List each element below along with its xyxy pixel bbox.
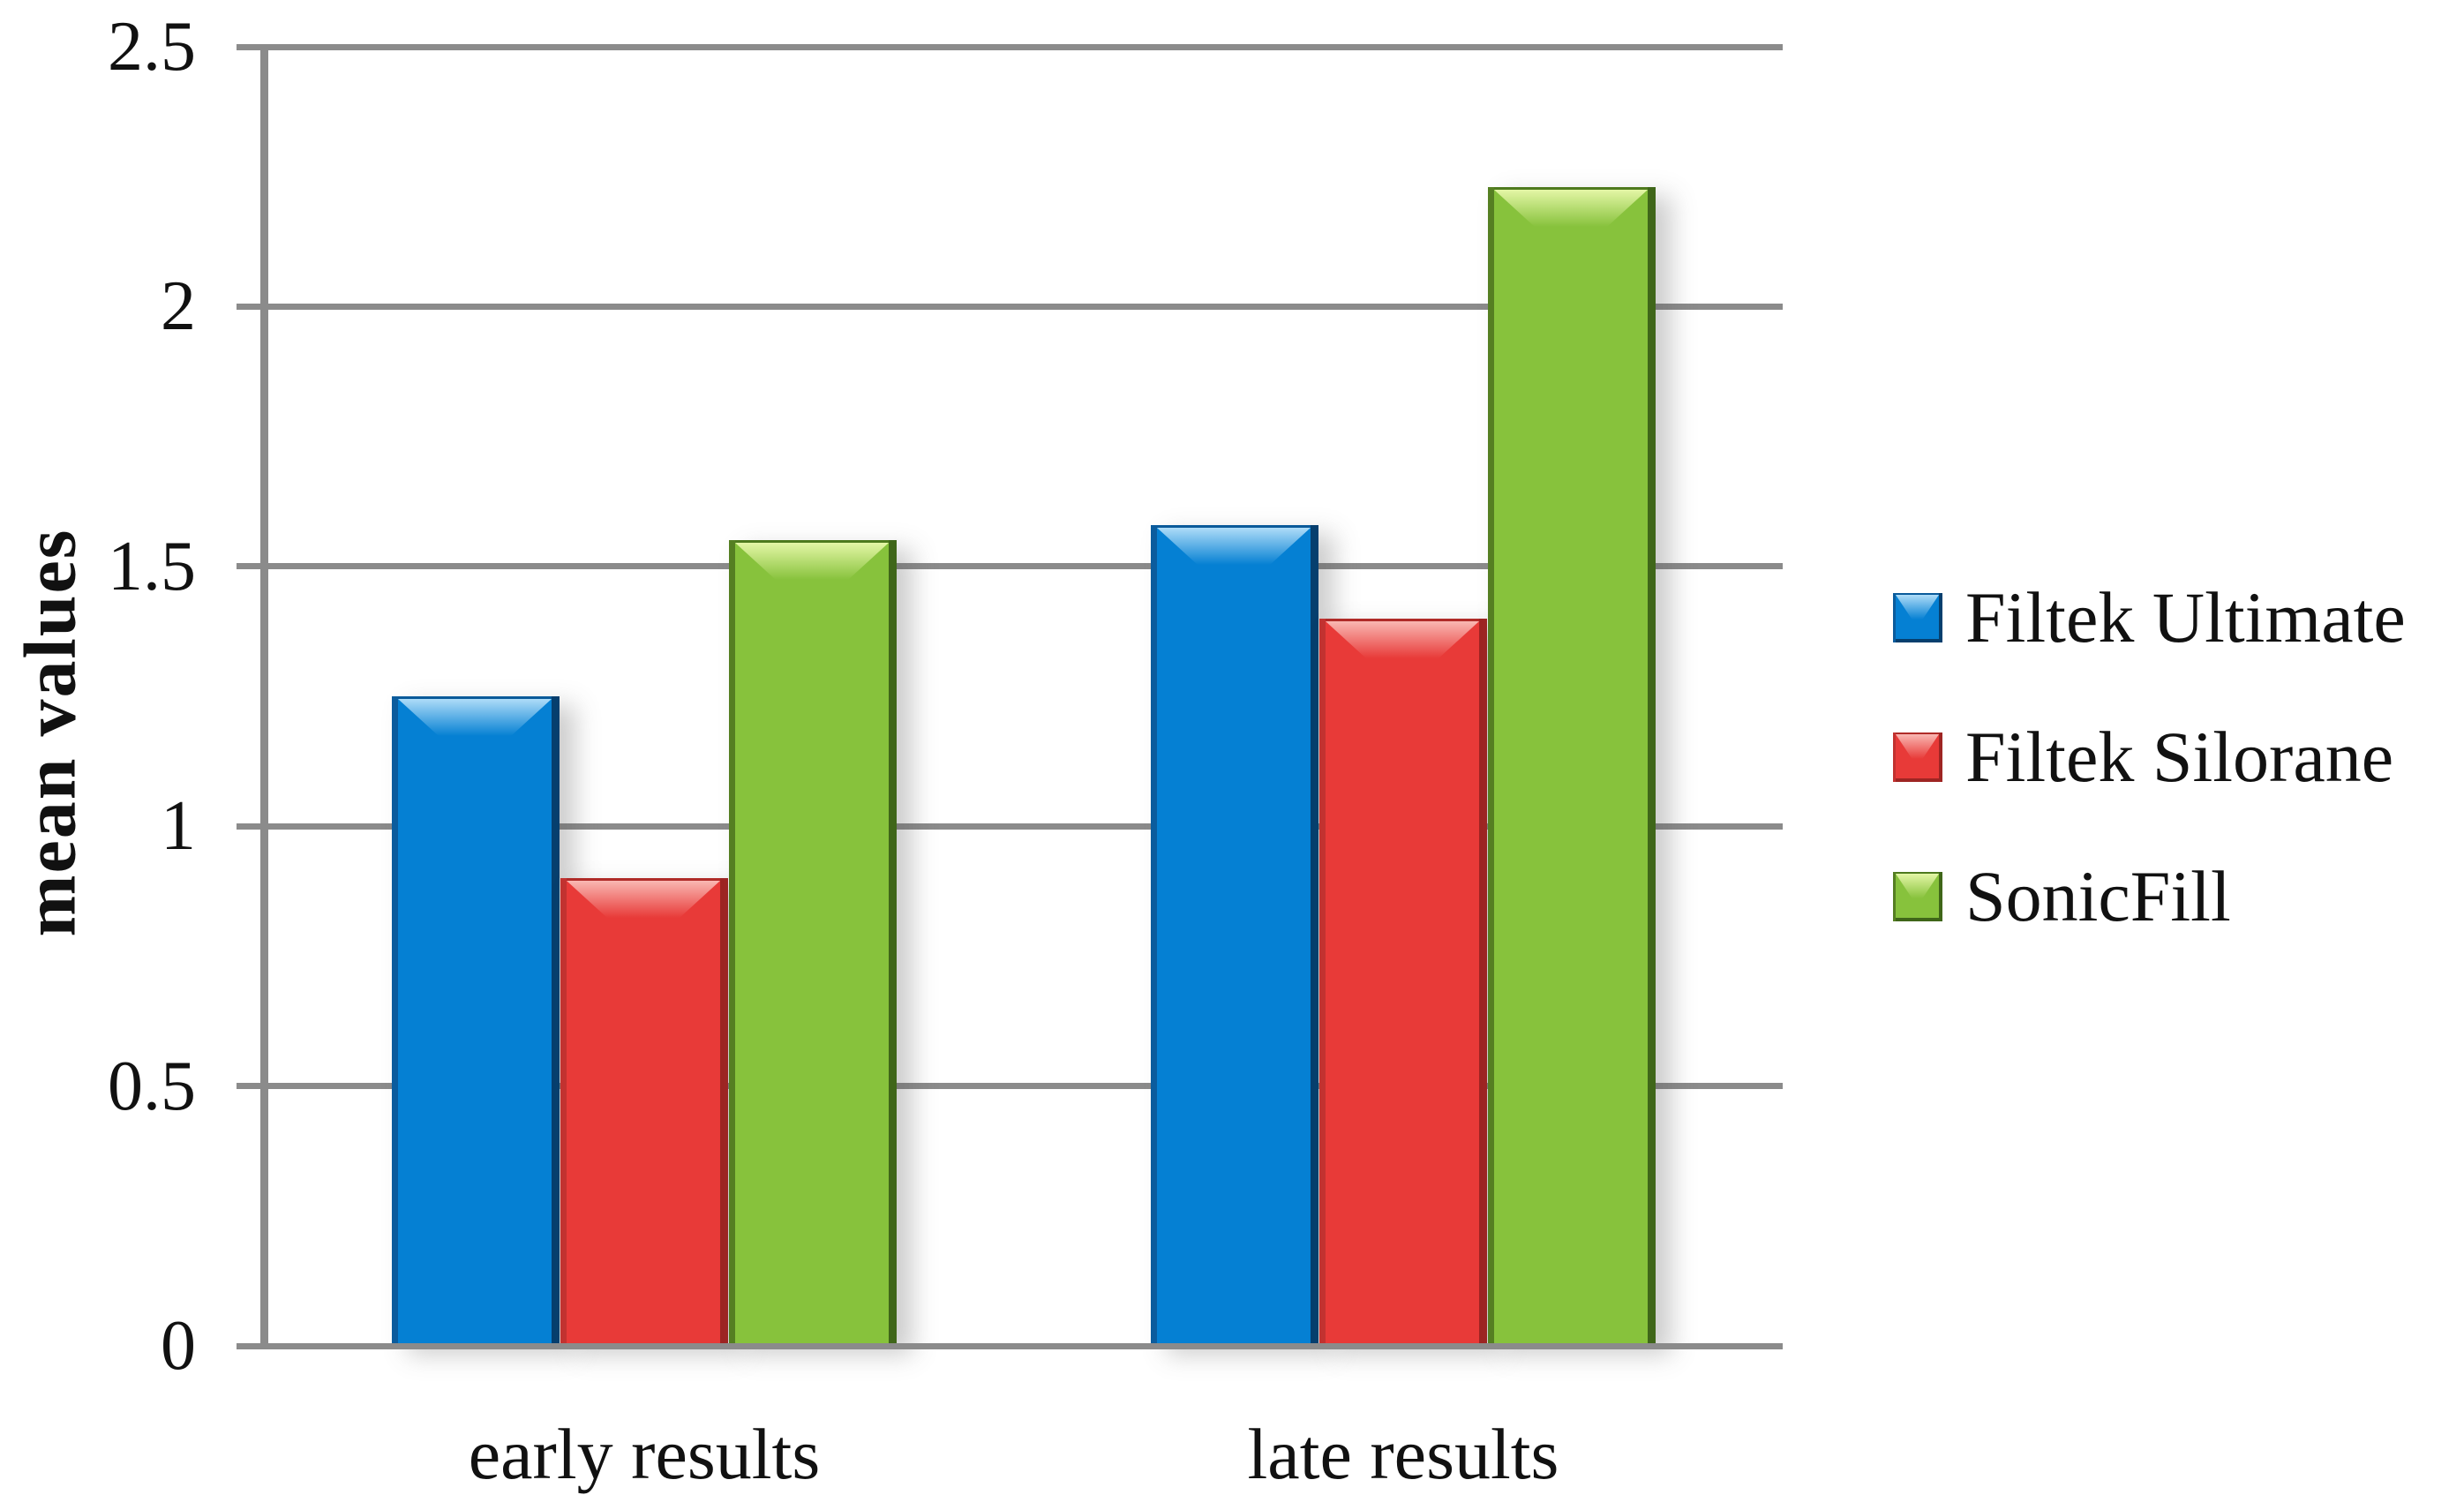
- y-tick-label-0: 0: [161, 1307, 196, 1385]
- bar-late-results-filtek-ultimate: [1151, 525, 1318, 1346]
- y-axis-tick-2-5: [237, 44, 275, 50]
- bar-early-results-sonicfill: [729, 540, 897, 1346]
- legend-item-filtek-silorane: Filtek Silorane: [1893, 717, 2394, 797]
- legend-marker-filtek-ultimate: [1893, 593, 1942, 642]
- y-tick-label-2-5: 2.5: [108, 8, 196, 86]
- legend-label-filtek-ultimate: Filtek Ultimate: [1965, 577, 2406, 657]
- legend-marker-sonicfill: [1893, 872, 1942, 921]
- legend-label-sonicfill: SonicFill: [1965, 856, 2231, 936]
- y-axis-tick-0: [237, 1343, 275, 1349]
- legend-item-filtek-ultimate: Filtek Ultimate: [1893, 577, 2406, 657]
- gridline-y-0-5: [265, 1083, 1783, 1089]
- y-axis-tick-1-5: [237, 563, 275, 569]
- bar-late-results-sonicfill: [1488, 187, 1656, 1346]
- y-tick-label-1: 1: [161, 787, 196, 865]
- gridline-y-2: [265, 304, 1783, 310]
- gridline-y-0: [265, 1343, 1783, 1349]
- y-axis-line: [260, 44, 268, 1349]
- gridline-y-2-5: [265, 44, 1783, 50]
- y-tick-label-2: 2: [161, 267, 196, 345]
- bar-early-results-filtek-ultimate: [392, 696, 560, 1346]
- category-label-early-results: early results: [468, 1414, 821, 1494]
- y-tick-label-1-5: 1.5: [108, 528, 196, 605]
- y-axis-tick-1: [237, 823, 275, 830]
- gridline-y-1: [265, 823, 1783, 830]
- bar-early-results-filtek-silorane: [560, 878, 728, 1346]
- category-label-late-results: late results: [1247, 1414, 1559, 1494]
- y-axis-tick-0-5: [237, 1083, 275, 1089]
- gridline-y-1-5: [265, 563, 1783, 569]
- legend-item-sonicfill: SonicFill: [1893, 856, 2231, 936]
- y-tick-label-0-5: 0.5: [108, 1048, 196, 1125]
- legend-label-filtek-silorane: Filtek Silorane: [1965, 717, 2394, 797]
- y-axis-title: mean values: [9, 528, 92, 937]
- bar-late-results-filtek-silorane: [1319, 619, 1487, 1346]
- y-axis-tick-2: [237, 304, 275, 310]
- legend-marker-filtek-silorane: [1893, 732, 1942, 782]
